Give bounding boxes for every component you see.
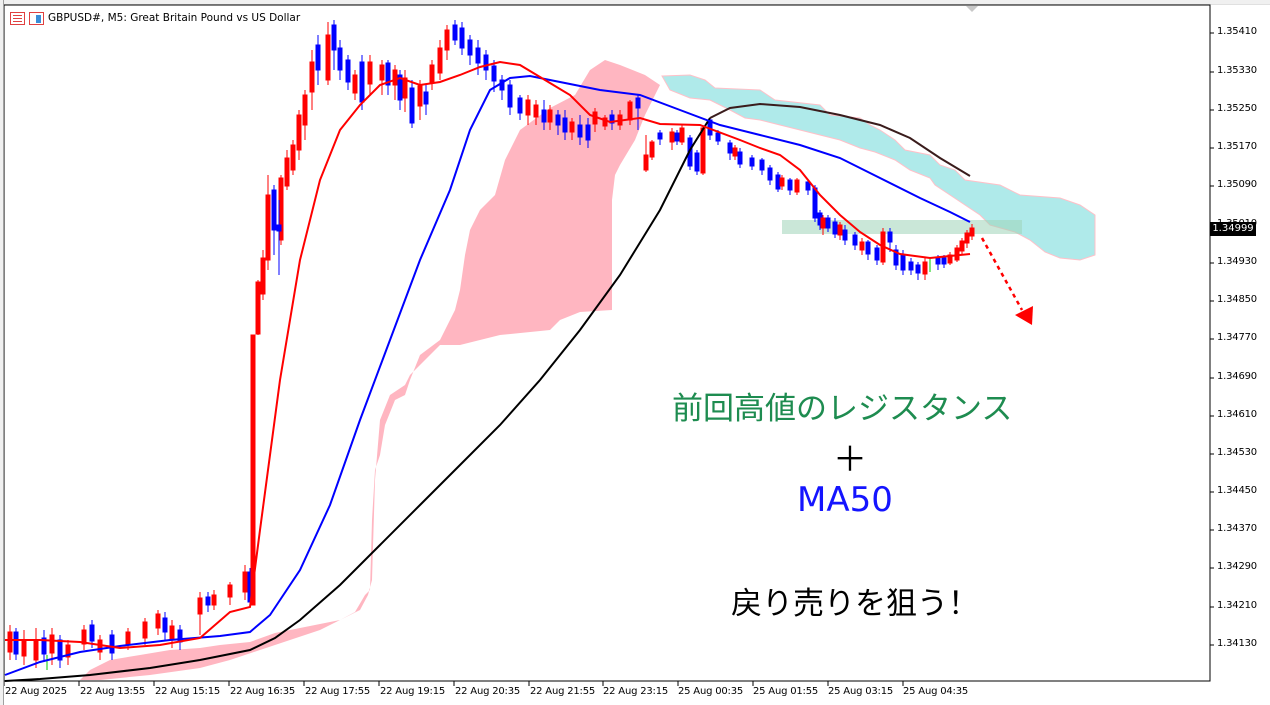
price-label: 1.34450 bbox=[1217, 485, 1257, 496]
price-axis-ticks bbox=[1210, 32, 1214, 646]
chart-grid-icon[interactable] bbox=[10, 11, 25, 25]
time-label: 22 Aug 15:15 bbox=[155, 686, 221, 697]
ichimoku-cloud-bearish bbox=[661, 74, 1096, 261]
time-label: 22 Aug 19:15 bbox=[380, 686, 446, 697]
price-label: 1.35170 bbox=[1217, 141, 1257, 152]
time-label: 22 Aug 16:35 bbox=[230, 686, 296, 697]
time-label: 25 Aug 04:35 bbox=[903, 686, 969, 697]
time-label: 22 Aug 17:55 bbox=[305, 686, 371, 697]
annotation-plus: ＋ bbox=[833, 440, 867, 480]
annotation-ma50: MA50 bbox=[797, 480, 893, 520]
price-label: 1.34850 bbox=[1217, 294, 1257, 305]
ma-fast-line bbox=[5, 60, 971, 650]
time-label: 25 Aug 00:35 bbox=[678, 686, 744, 697]
sell-arrow-head bbox=[1015, 306, 1033, 325]
price-label: 1.35090 bbox=[1217, 179, 1257, 190]
ma-long-line bbox=[4, 117, 711, 682]
ma50-line bbox=[4, 74, 971, 676]
price-label: 1.34210 bbox=[1217, 600, 1257, 611]
price-label: 1.34690 bbox=[1217, 371, 1257, 382]
time-label: 22 Aug 13:55 bbox=[80, 686, 146, 697]
price-label: 1.34290 bbox=[1217, 561, 1257, 572]
sell-arrow-line bbox=[980, 237, 1024, 311]
ichimoku-cloud-bullish bbox=[80, 60, 660, 680]
ma-long-continuation bbox=[709, 102, 971, 177]
time-label: 22 Aug 23:15 bbox=[603, 686, 669, 697]
time-label: 25 Aug 01:55 bbox=[753, 686, 819, 697]
time-axis-ticks bbox=[3, 681, 904, 686]
chart-title-bar: GBPUSD#, M5: Great Britain Pound vs US D… bbox=[10, 10, 300, 26]
time-label: 25 Aug 03:15 bbox=[828, 686, 894, 697]
window-left-border bbox=[0, 0, 4, 705]
shift-marker-icon[interactable] bbox=[966, 6, 978, 12]
price-label: 1.35250 bbox=[1217, 103, 1257, 114]
price-label: 1.34130 bbox=[1217, 638, 1257, 649]
price-label: 1.34930 bbox=[1217, 256, 1257, 267]
price-label: 1.34370 bbox=[1217, 523, 1257, 534]
price-label: 1.34610 bbox=[1217, 409, 1257, 420]
price-label: 1.34530 bbox=[1217, 447, 1257, 458]
time-label: 22 Aug 2025 bbox=[5, 686, 67, 697]
price-label: 1.34770 bbox=[1217, 332, 1257, 343]
current-price-tag: 1.34999 bbox=[1210, 222, 1256, 236]
chart-title: GBPUSD#, M5: Great Britain Pound vs US D… bbox=[48, 12, 301, 24]
time-label: 22 Aug 20:35 bbox=[455, 686, 521, 697]
annotation-sell-pullback: 戻り売りを狙う！ bbox=[731, 586, 979, 622]
price-label: 1.35330 bbox=[1217, 65, 1257, 76]
time-label: 22 Aug 21:55 bbox=[530, 686, 596, 697]
chart-bars-icon[interactable] bbox=[29, 11, 44, 25]
annotation-resistance: 前回高値のレジスタンス bbox=[672, 391, 1013, 427]
price-label: 1.35410 bbox=[1217, 26, 1257, 37]
